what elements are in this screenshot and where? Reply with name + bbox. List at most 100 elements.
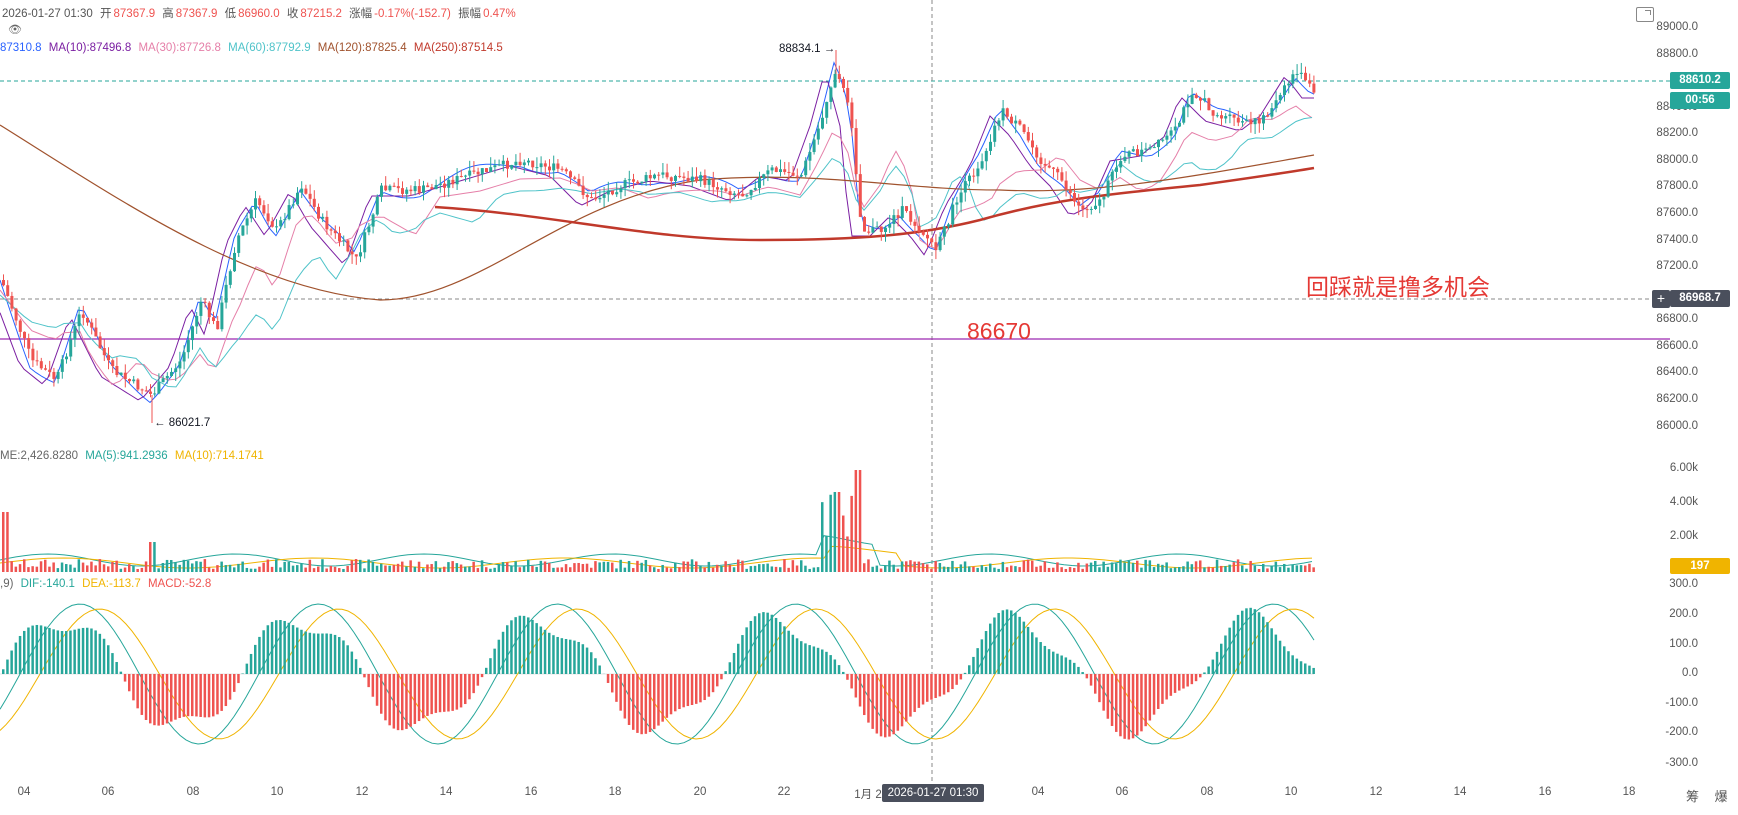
macd-bar bbox=[35, 624, 39, 674]
candle-body bbox=[94, 327, 98, 337]
volume-bar bbox=[821, 502, 824, 572]
volume-bar bbox=[657, 568, 660, 572]
candle-body bbox=[296, 192, 299, 205]
volume-bar bbox=[867, 559, 870, 572]
macd-bar bbox=[1127, 674, 1131, 740]
candle-body bbox=[27, 338, 31, 349]
candle-body bbox=[1165, 135, 1169, 140]
macd-bar bbox=[770, 614, 774, 674]
volume-bar bbox=[1245, 568, 1248, 572]
macd-bar bbox=[220, 674, 223, 711]
candle-body bbox=[56, 371, 60, 379]
volume-bar bbox=[1110, 562, 1114, 572]
candle-body bbox=[1295, 73, 1299, 75]
macd-bar bbox=[1056, 653, 1059, 674]
volume-bar bbox=[1060, 567, 1063, 572]
candle-body bbox=[665, 172, 669, 178]
macd-bar bbox=[787, 630, 790, 674]
price-axis-label: 86800.0 bbox=[1656, 313, 1698, 325]
candle-body bbox=[543, 163, 547, 167]
volume-bar bbox=[552, 567, 555, 572]
volume-bar bbox=[947, 566, 950, 572]
candle-body bbox=[522, 162, 526, 166]
macd-bar bbox=[258, 636, 261, 674]
volume-bar bbox=[1152, 567, 1156, 572]
ma-legend-item: MA(60):87792.9 bbox=[228, 42, 311, 54]
macd-bar bbox=[1211, 659, 1215, 674]
candle-body bbox=[1115, 167, 1118, 172]
candle-body bbox=[1148, 147, 1152, 149]
candle-body bbox=[10, 295, 14, 309]
volume-bar bbox=[518, 567, 522, 572]
fullscreen-icon[interactable] bbox=[1636, 7, 1654, 22]
candle-body bbox=[1249, 119, 1253, 125]
candle-body bbox=[220, 302, 224, 330]
volume-bar bbox=[1274, 561, 1278, 572]
price-axis-label: 89000.0 bbox=[1656, 21, 1698, 33]
macd-bar bbox=[363, 674, 366, 678]
volume-bar bbox=[896, 568, 900, 572]
candle-body bbox=[1060, 172, 1064, 181]
macd-bar bbox=[842, 671, 845, 674]
candle-body bbox=[686, 177, 690, 182]
ma10-line bbox=[0, 76, 1314, 401]
volume-bar bbox=[1157, 563, 1160, 572]
macd-bar bbox=[447, 674, 450, 712]
volume-bar bbox=[980, 565, 984, 572]
volume-bar bbox=[997, 568, 1000, 572]
volume-bar bbox=[917, 561, 921, 572]
macd-bar bbox=[657, 674, 660, 726]
macd-bar bbox=[270, 621, 274, 674]
candle-body bbox=[585, 195, 589, 198]
eye-icon[interactable]: 👁 bbox=[8, 24, 22, 36]
ma-legend-item: 87310.8 bbox=[0, 42, 42, 54]
volume-bar bbox=[1178, 566, 1181, 572]
candle-body bbox=[195, 315, 199, 327]
candle-body bbox=[413, 186, 417, 192]
volume-bar bbox=[837, 492, 841, 572]
candle-body bbox=[594, 197, 598, 200]
candle-body bbox=[741, 193, 745, 197]
macd-bar bbox=[1207, 666, 1210, 674]
macd-bar bbox=[636, 674, 639, 733]
vol-legend-item: ME:2,426.8280 bbox=[0, 450, 79, 462]
candle-body bbox=[732, 193, 736, 195]
candles bbox=[2, 62, 1316, 398]
candle-body bbox=[165, 375, 169, 379]
macd-bar bbox=[350, 651, 354, 674]
candle-body bbox=[224, 284, 228, 303]
candle-body bbox=[1152, 147, 1156, 149]
macd-bar bbox=[1312, 667, 1315, 674]
macd-bar bbox=[1106, 674, 1110, 719]
candle-body bbox=[921, 231, 925, 235]
candle-body bbox=[1161, 139, 1165, 141]
macd-bar bbox=[598, 665, 601, 674]
volume-bar bbox=[581, 563, 585, 572]
ma120-line bbox=[0, 124, 1315, 301]
candle-body bbox=[1022, 124, 1026, 133]
volume-bar bbox=[1287, 567, 1290, 572]
candle-body bbox=[1232, 114, 1236, 118]
macd-bar bbox=[951, 674, 954, 690]
candle-body bbox=[678, 175, 682, 177]
bottom-tabs[interactable]: 筹 爆 bbox=[1686, 789, 1734, 804]
volume-bar bbox=[577, 562, 580, 572]
volume-bar bbox=[1215, 559, 1219, 572]
ma-legend-item: MA(250):87514.5 bbox=[413, 42, 503, 54]
volume-bar bbox=[1241, 565, 1244, 572]
volume-bar bbox=[720, 566, 723, 572]
candle-body bbox=[480, 168, 484, 175]
volume-bar bbox=[909, 560, 912, 572]
macd-bar bbox=[980, 639, 984, 674]
macd-bar bbox=[262, 630, 265, 674]
time-axis-label: 22 bbox=[777, 786, 791, 798]
macd-bar bbox=[833, 659, 837, 674]
volume-bar bbox=[1173, 567, 1177, 572]
volume-bar bbox=[690, 559, 694, 572]
add-alert-plus-icon[interactable]: + bbox=[1652, 290, 1670, 308]
macd-bar bbox=[300, 629, 303, 674]
volume-bar bbox=[1022, 560, 1026, 572]
amplitude-label: 振幅 bbox=[458, 8, 482, 20]
macd-bar bbox=[1073, 662, 1076, 674]
